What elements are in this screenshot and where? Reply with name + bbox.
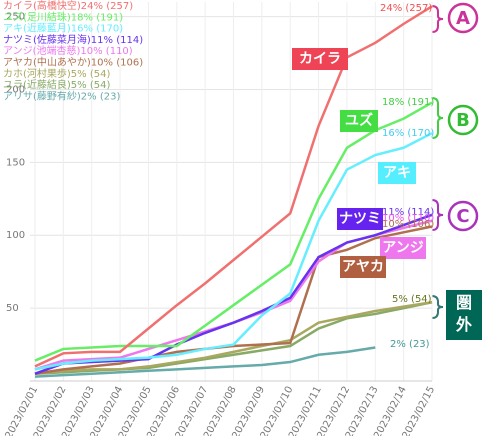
- name-tag: [292, 48, 348, 70]
- legend-entry: ユズ(足川結珠)18% (191): [3, 10, 123, 23]
- legend-entry: ナツミ(佐藤菜月海)11% (114): [3, 33, 143, 46]
- series-line: [34, 346, 376, 378]
- y-tick-label: 200: [6, 84, 25, 95]
- group-label: C: [456, 206, 469, 227]
- group-circle: [447, 2, 479, 34]
- series-line: [34, 301, 433, 375]
- name-tag: [340, 110, 378, 132]
- brace: [431, 295, 444, 319]
- legend-entry: アンジ(池端杏慈)10% (110): [3, 44, 133, 57]
- end-label: 11% (114): [382, 207, 434, 218]
- legend-entry: ユラ(近藤結良)5% (54): [3, 78, 110, 91]
- group-label: A: [456, 8, 470, 29]
- group-label-char: 圏: [456, 293, 472, 312]
- name-tag-label: アンジ: [382, 240, 423, 256]
- end-label: 5% (54): [392, 294, 432, 305]
- braces: [431, 5, 444, 319]
- name-tag: [380, 237, 426, 259]
- group-label: B: [456, 110, 470, 131]
- end-label: 2% (23): [390, 339, 430, 350]
- group-box: [446, 290, 482, 340]
- brace: [431, 97, 444, 139]
- brace: [431, 5, 444, 33]
- group-circle: [447, 104, 479, 136]
- end-label: 24% (257): [380, 3, 432, 14]
- name-tag-label: カイラ: [299, 51, 341, 67]
- series-line: [34, 132, 433, 371]
- legend-entry: アヤカ(中山あやか)10% (106): [3, 56, 143, 69]
- name-tag: [337, 208, 383, 230]
- legend-entry: カホ(河村果歩)5% (54): [3, 67, 110, 80]
- name-tag-label: ユズ: [345, 112, 373, 129]
- y-tick-label: 50: [6, 303, 19, 314]
- group-label: 圏外: [455, 293, 472, 334]
- legend-entry: カイラ(高橋快空)24% (257): [3, 0, 133, 12]
- end-label: 16% (170): [382, 128, 434, 139]
- series-line: [34, 101, 433, 362]
- name-tag: [378, 162, 416, 184]
- legend-entry: アキ(近藤藍月)16% (170): [3, 22, 123, 35]
- group-label-char: 外: [455, 315, 472, 334]
- brace: [431, 199, 444, 231]
- y-tick-label: 100: [6, 230, 25, 241]
- series-line: [34, 213, 433, 375]
- name-tag-label: アキ: [383, 165, 411, 181]
- y-tick-label: 150: [6, 157, 25, 168]
- series-line: [34, 5, 433, 368]
- series-line: [34, 225, 433, 375]
- end-label: 10% (110): [382, 213, 434, 224]
- end-label: 18% (191): [382, 97, 434, 108]
- name-tag-label: アヤカ: [342, 259, 384, 275]
- name-tag-label: ナツミ: [339, 211, 381, 227]
- end-label: 10% (106): [382, 219, 434, 230]
- legend-entry: アリサ(藤野有紗)2% (23): [3, 89, 120, 102]
- name-tag: [340, 256, 386, 278]
- y-tick-label: 250: [6, 12, 25, 23]
- group-circle: [447, 200, 479, 232]
